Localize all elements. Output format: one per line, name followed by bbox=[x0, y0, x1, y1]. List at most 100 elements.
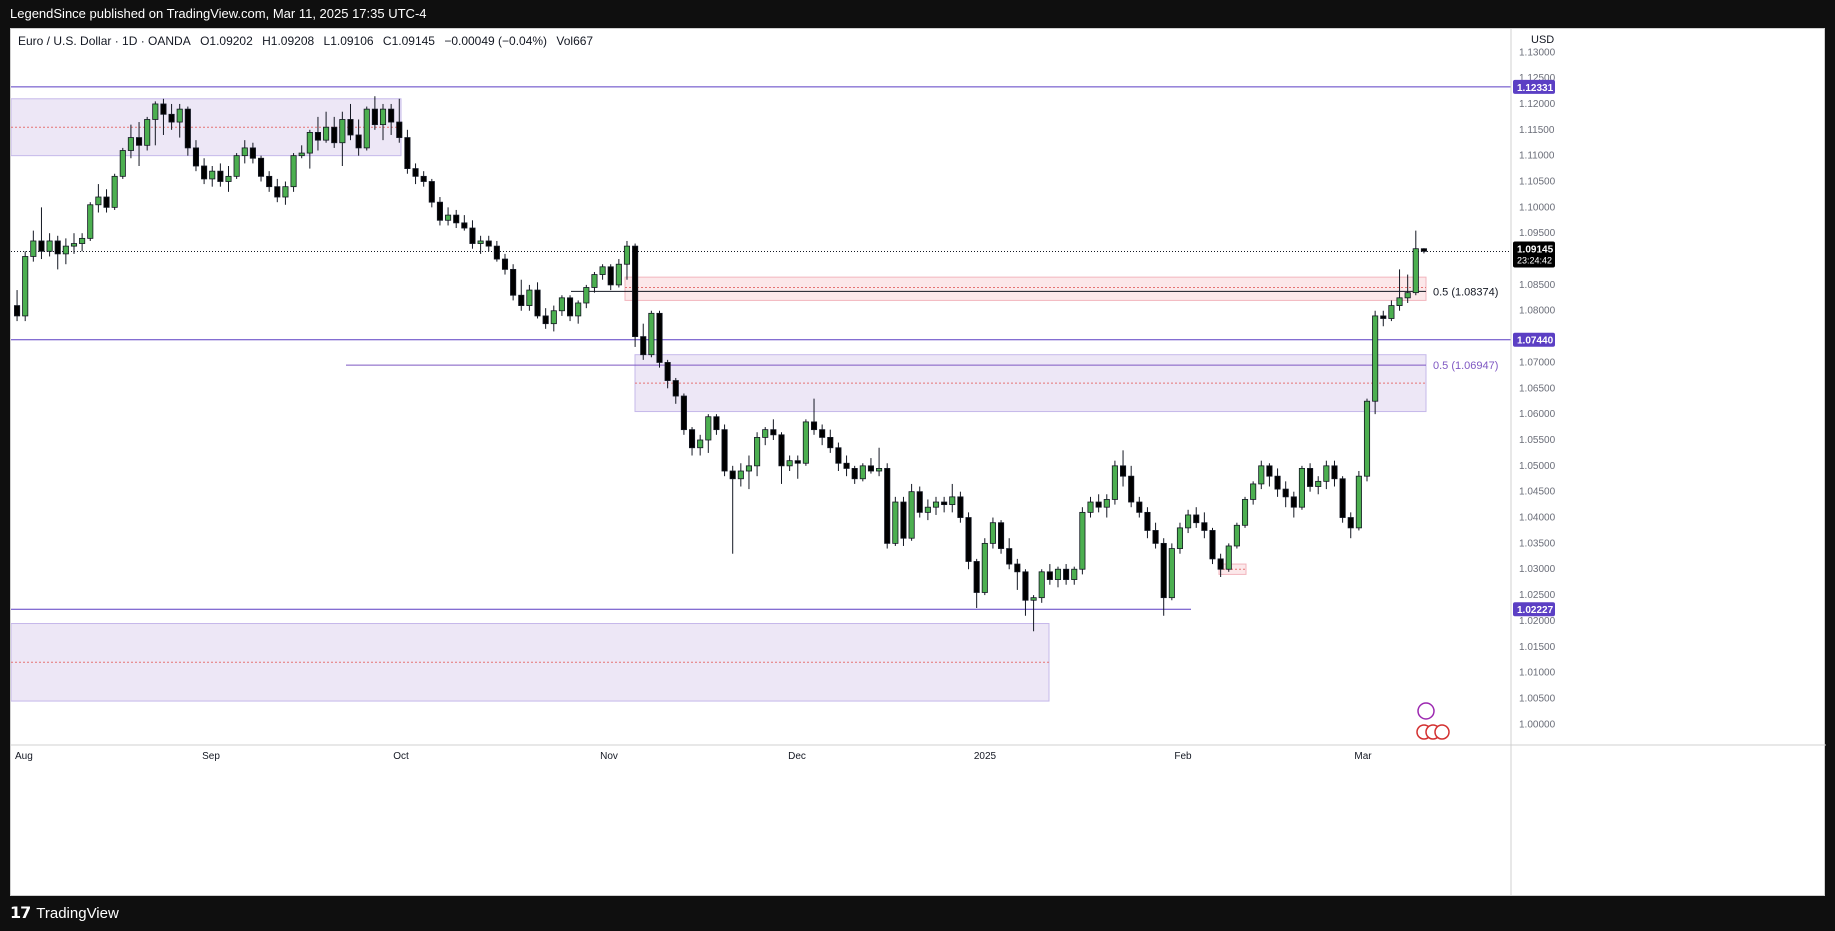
candle-down bbox=[160, 103, 167, 115]
candle-up bbox=[1315, 480, 1322, 487]
candle-up bbox=[981, 542, 988, 593]
candle-down bbox=[518, 294, 525, 306]
candle-up bbox=[737, 470, 744, 480]
candle-down bbox=[534, 289, 541, 317]
candle-up bbox=[22, 256, 29, 317]
candle-down bbox=[249, 147, 256, 159]
tradingview-brand[interactable]: 𝟭𝟳 TradingView bbox=[10, 896, 119, 931]
candle-down bbox=[217, 170, 224, 182]
candle-down bbox=[713, 416, 720, 431]
alert-icon bbox=[1417, 702, 1435, 720]
price-tick-label: 1.05500 bbox=[1519, 435, 1556, 446]
candle-up bbox=[591, 274, 598, 288]
candle-down bbox=[388, 108, 395, 123]
candle-down bbox=[794, 460, 801, 464]
price-tick-label: 1.12500 bbox=[1519, 73, 1556, 84]
candle-up bbox=[339, 119, 346, 144]
candle-down bbox=[1420, 248, 1427, 252]
candle-down bbox=[1014, 563, 1021, 573]
candle-down bbox=[201, 165, 208, 180]
candle-up bbox=[87, 204, 94, 239]
candle-up bbox=[176, 108, 183, 123]
candle-up bbox=[859, 465, 866, 480]
candle-up bbox=[924, 506, 931, 513]
candle-up bbox=[70, 243, 78, 247]
candle-down bbox=[973, 561, 980, 593]
candle-up bbox=[379, 108, 387, 126]
candle-down bbox=[469, 227, 476, 244]
footer-bar: 𝟭𝟳 TradingView bbox=[0, 896, 1835, 931]
price-tick-label: 1.13000 bbox=[1519, 47, 1556, 58]
level-badge-label: 1.02227 bbox=[1517, 605, 1554, 616]
event-flag-icon bbox=[1434, 724, 1450, 740]
candle-down bbox=[14, 305, 21, 317]
candle-up bbox=[323, 126, 330, 141]
current-price-badge bbox=[1513, 241, 1555, 268]
candle-up bbox=[550, 310, 557, 325]
price-tick-label: 1.01500 bbox=[1519, 642, 1556, 653]
candle-up bbox=[1412, 248, 1419, 294]
candle-up bbox=[1079, 511, 1086, 570]
candle-down bbox=[1193, 514, 1200, 524]
candle-down bbox=[1274, 475, 1281, 490]
candle-down bbox=[1006, 548, 1013, 565]
candle-up bbox=[648, 312, 655, 356]
candle-down bbox=[998, 522, 1005, 549]
price-tick-label: 1.02500 bbox=[1519, 590, 1556, 601]
chart-panel[interactable]: 0.5 (1.08374) 0.5 (1.06947) USD 1.13000 1.1… bbox=[10, 28, 1826, 897]
candle-up bbox=[46, 240, 53, 252]
price-tick-label: 1.04000 bbox=[1519, 513, 1556, 524]
candle-down bbox=[688, 429, 696, 449]
candle-down bbox=[1152, 530, 1159, 544]
candle-down bbox=[680, 395, 687, 431]
candle-up bbox=[745, 465, 753, 472]
candle-up bbox=[575, 302, 582, 317]
candle-down bbox=[916, 491, 923, 513]
close-value: C1.09145 bbox=[382, 34, 435, 48]
candle-down bbox=[941, 501, 948, 506]
price-tick-label: 1.03000 bbox=[1519, 564, 1556, 575]
candle-down bbox=[404, 137, 411, 169]
tradingview-wordmark: TradingView bbox=[36, 905, 119, 922]
candle-up bbox=[1323, 465, 1330, 482]
candle-down bbox=[640, 336, 647, 356]
current-price-label: 1.09145 bbox=[1517, 245, 1554, 256]
candle-up bbox=[1087, 501, 1094, 513]
time-tick-label: Mar bbox=[1354, 751, 1372, 762]
candle-up bbox=[152, 103, 159, 120]
candle-down bbox=[436, 201, 443, 221]
candle-down bbox=[1136, 501, 1143, 513]
candle-up bbox=[225, 175, 232, 182]
candle-down bbox=[835, 447, 842, 464]
candle-down bbox=[721, 429, 728, 472]
zone-lower-left bbox=[10, 623, 1050, 702]
candle-down bbox=[274, 186, 281, 198]
candle-down bbox=[1022, 571, 1029, 601]
candle-up bbox=[144, 119, 151, 146]
candle-up bbox=[1038, 571, 1045, 599]
candle-down bbox=[884, 468, 891, 544]
candle-down bbox=[1282, 488, 1289, 498]
candle-down bbox=[347, 119, 354, 136]
price-tick-label: 1.09500 bbox=[1519, 228, 1556, 239]
price-tick-label: 1.02000 bbox=[1519, 616, 1556, 627]
candle-up bbox=[892, 501, 899, 544]
candle-down bbox=[867, 465, 874, 472]
symbol-label: Euro / U.S. Dollar · 1D · OANDA bbox=[18, 34, 191, 48]
candle-up bbox=[1250, 483, 1257, 500]
candle-down bbox=[371, 108, 378, 126]
candle-up bbox=[127, 137, 134, 151]
candle-down bbox=[1160, 542, 1167, 599]
price-tick-label: 1.11500 bbox=[1519, 125, 1555, 136]
candle-down bbox=[542, 315, 549, 325]
price-tick-label: 1.12000 bbox=[1519, 99, 1556, 110]
candle-down bbox=[729, 470, 736, 480]
candle-up bbox=[477, 240, 484, 244]
candle-up bbox=[949, 496, 956, 506]
candle-down bbox=[770, 429, 777, 436]
candle-up bbox=[1054, 568, 1062, 580]
candle-up bbox=[615, 263, 622, 286]
ohlc-legend: Euro / U.S. Dollar · 1D · OANDA O1.09202… bbox=[18, 34, 599, 48]
candle-down bbox=[412, 168, 419, 177]
